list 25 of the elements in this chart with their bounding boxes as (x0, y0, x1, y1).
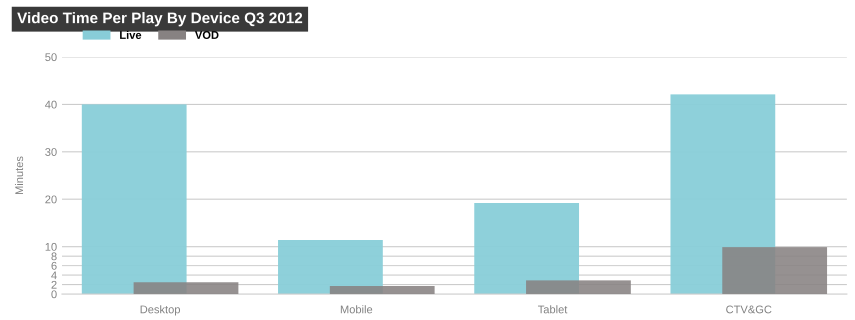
bar (526, 280, 631, 294)
y-tick-label: 20 (45, 196, 57, 204)
x-tick-label: Desktop (140, 305, 180, 316)
y-axis-title: Minutes (14, 156, 24, 194)
y-tick-label: 50 (45, 53, 57, 62)
x-tick-label: Tablet (538, 305, 568, 314)
chart-title: Video Time Per Play By Device Q3 2012 (17, 12, 302, 26)
y-tick-label: 0 (51, 290, 57, 298)
y-tick-label: 8 (51, 252, 57, 260)
legend-label: VOD (194, 31, 219, 40)
x-tick-label: Mobile (340, 305, 372, 314)
legend-label: Live (120, 30, 142, 40)
y-tick-label: 10 (46, 242, 57, 251)
bar (82, 104, 187, 294)
y-tick-label: 2 (52, 280, 57, 289)
y-tick-label: 40 (45, 100, 57, 109)
bar (722, 247, 828, 294)
bar (330, 286, 435, 294)
y-tick-label: 6 (52, 262, 57, 270)
x-tick-label: CTV&GC (726, 305, 772, 314)
bar (474, 203, 580, 294)
y-tick-label: 30 (45, 148, 57, 156)
y-tick-label: 4 (51, 271, 57, 280)
bar (134, 282, 238, 294)
bar (278, 240, 383, 294)
